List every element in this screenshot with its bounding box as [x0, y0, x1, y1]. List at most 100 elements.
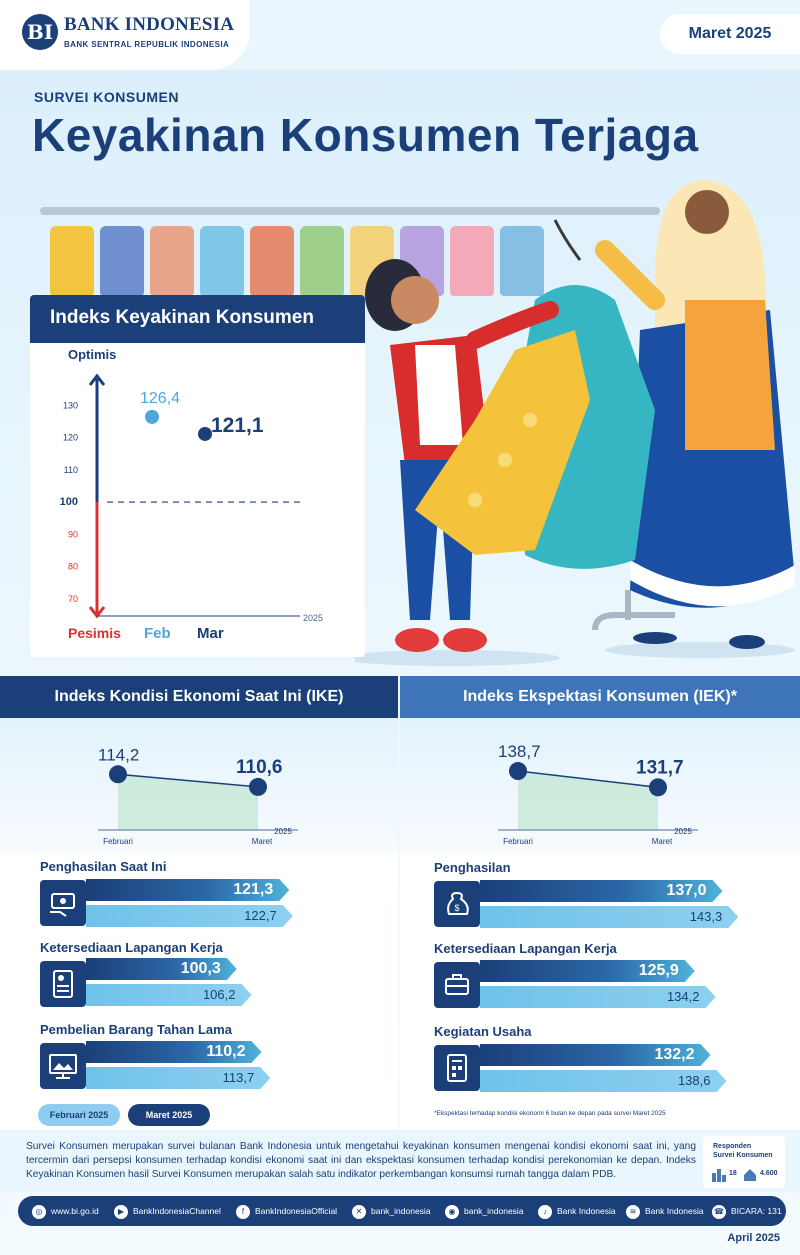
footer-x[interactable]: ✕ bank_indonesia	[352, 1203, 431, 1219]
year-label: 2025	[274, 827, 292, 836]
trend-area	[118, 774, 258, 830]
trend-value-label: 110,6	[236, 757, 283, 778]
ikk-year-label: 2025	[303, 613, 323, 623]
iek-category-title: Kegiatan Usaha	[434, 1024, 532, 1039]
footer-spotify-label: Bank Indonesia	[645, 1206, 704, 1216]
footer-website[interactable]: ◎ www.bi.go.id	[32, 1203, 99, 1219]
city-count: 18	[729, 1170, 737, 1177]
business-activity-icon	[434, 1045, 480, 1091]
garment-illustration	[200, 226, 244, 296]
bi-logo-icon: BI	[22, 14, 58, 50]
release-date: April 2025	[727, 1232, 780, 1244]
trend-value-label: 114,2	[98, 745, 139, 764]
bar-februari: 106,2	[86, 984, 252, 1006]
income-bag-icon: $	[434, 881, 480, 927]
x-tick-label: Februari	[103, 837, 133, 846]
bar-maret: 121,3	[86, 879, 289, 901]
footer-facebook[interactable]: f BankIndonesiaOfficial	[236, 1203, 337, 1219]
clothing-rack	[40, 207, 660, 215]
tiktok-icon: ♪	[538, 1204, 552, 1219]
bar-februari: 122,7	[86, 905, 293, 927]
x-tick-label: Mar	[197, 625, 224, 642]
footer-tiktok[interactable]: ♪ Bank Indonesia	[538, 1203, 616, 1219]
legend-feb: Februari 2025	[38, 1104, 120, 1126]
footer-x-label: bank_indonesia	[371, 1206, 431, 1216]
phone-icon: ☎	[712, 1204, 726, 1219]
garment-illustration	[100, 226, 144, 296]
description-area	[0, 1130, 800, 1192]
garment-illustration	[500, 226, 544, 296]
footer-bar	[18, 1196, 786, 1226]
respondent-title: Responden Survei Konsumen	[713, 1142, 773, 1160]
spotify-icon: ≋	[626, 1204, 640, 1219]
ike-category-title: Pembelian Barang Tahan Lama	[40, 1022, 232, 1037]
bar-februari: 113,7	[86, 1067, 270, 1089]
ikk-point	[198, 426, 212, 441]
trend-value-label: 138,7	[498, 742, 541, 761]
y-tick-label: 90	[68, 529, 78, 539]
year-label: 2025	[674, 827, 692, 836]
y-tick-label: 70	[68, 594, 78, 604]
ikk-chart: Optimis Pesimis 2025 708090100110120130 …	[60, 347, 323, 642]
job-briefcase-icon	[434, 962, 480, 1008]
bar-maret: 110,2	[86, 1041, 262, 1063]
y-tick-label: 80	[68, 562, 78, 572]
garment-illustration	[450, 226, 494, 296]
logo-container: BI BANK INDONESIA BANK SENTRAL REPUBLIK …	[0, 0, 250, 70]
footer-instagram[interactable]: ◉ bank_indonesia	[445, 1203, 524, 1219]
x-tick-label: Maret	[252, 837, 273, 846]
x-tick-label: Feb	[144, 625, 171, 642]
footer-contact-label: BICARA: 131	[731, 1206, 782, 1216]
y-tick-label: 110	[64, 465, 78, 475]
bar-februari: 138,6	[480, 1070, 727, 1092]
y-tick-label: 120	[63, 433, 78, 443]
pesimis-label: Pesimis	[68, 625, 121, 641]
respondent-title-line2: Survei Konsumen	[713, 1152, 773, 1159]
instagram-icon: ◉	[445, 1204, 459, 1219]
y-tick-label: 100	[60, 496, 78, 508]
bar-februari: 143,3	[480, 906, 738, 928]
iek-category-title: Ketersediaan Lapangan Kerja	[434, 941, 617, 956]
bar-maret: 132,2	[480, 1044, 711, 1066]
x-icon: ✕	[352, 1204, 366, 1219]
trend-point	[249, 777, 267, 796]
income-icon	[40, 880, 86, 926]
x-tick-label: Februari	[503, 837, 533, 846]
trend-value-label: 131,7	[636, 757, 684, 778]
iek-category-title: Penghasilan	[434, 860, 511, 875]
footer-spotify[interactable]: ≋ Bank Indonesia	[626, 1203, 704, 1219]
footer-contact[interactable]: ☎ BICARA: 131	[712, 1203, 782, 1219]
up-arrow-icon	[88, 373, 106, 386]
ike-title: Indeks Kondisi Ekonomi Saat Ini (IKE)	[0, 676, 398, 718]
trend-point	[109, 765, 127, 784]
bar-maret: 137,0	[480, 880, 723, 902]
ikk-chart-card: Indeks Keyakinan Konsumen Optimis Pesimi…	[30, 295, 365, 657]
trend-point	[509, 762, 527, 781]
legend-mar: Maret 2025	[128, 1104, 210, 1126]
svg-text:$: $	[454, 903, 459, 913]
shoppers-illustration	[355, 180, 795, 666]
x-tick-label: Maret	[652, 837, 673, 846]
footnote: *Ekspektasi terhadap kondisi ekonomi 6 b…	[434, 1110, 666, 1117]
ike-category-title: Penghasilan Saat Ini	[40, 859, 167, 874]
facebook-icon: f	[236, 1204, 250, 1219]
survey-label: SURVEI KONSUMEN	[34, 89, 179, 105]
footer-website-label: www.bi.go.id	[51, 1206, 99, 1216]
footer-facebook-label: BankIndonesiaOfficial	[255, 1206, 338, 1216]
bar-maret: 125,9	[480, 960, 695, 982]
period-badge: Maret 2025	[660, 14, 800, 54]
durable-goods-icon	[40, 1043, 86, 1089]
trend-point	[649, 778, 667, 797]
footer-youtube[interactable]: ▶ BankIndonesiaChannel	[114, 1203, 221, 1219]
ikk-title: Indeks Keyakinan Konsumen	[50, 307, 314, 328]
footer-youtube-label: BankIndonesiaChannel	[133, 1206, 221, 1216]
bar-februari: 134,2	[480, 986, 716, 1008]
ikk-point	[145, 409, 159, 424]
respondent-box: Responden Survei Konsumen 18 4.600	[703, 1136, 785, 1188]
logo-tagline: BANK SENTRAL REPUBLIK INDONESIA	[64, 40, 230, 49]
footer-instagram-label: bank_indonesia	[464, 1206, 524, 1216]
survey-description: Survei Konsumen merupakan survei bulanan…	[26, 1141, 696, 1180]
ikk-value-label: 121,1	[211, 414, 264, 437]
